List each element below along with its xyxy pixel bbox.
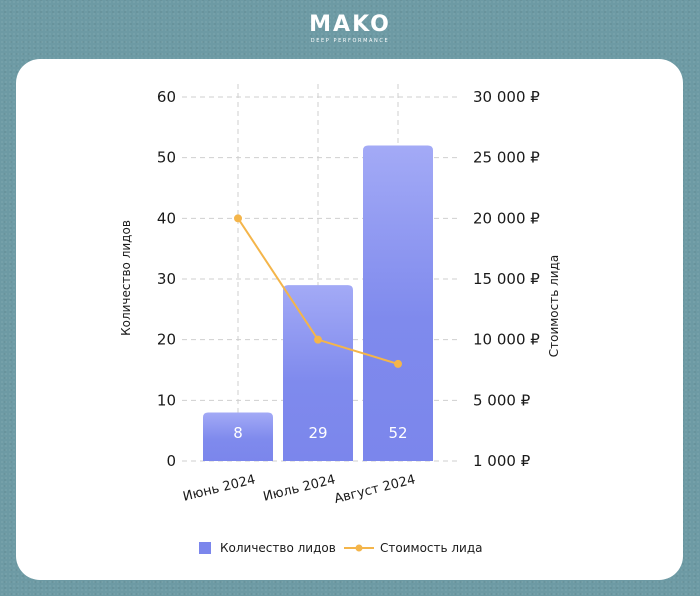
y-tick-right: 30 000 ₽ xyxy=(473,88,540,106)
x-tick-label: Июнь 2024 xyxy=(181,472,256,504)
bar xyxy=(283,285,353,461)
cost-line-point xyxy=(394,359,402,368)
legend-line-marker xyxy=(355,544,363,552)
cost-line-point xyxy=(234,214,242,223)
legend-bar-swatch xyxy=(199,542,211,554)
bar-value-label: 8 xyxy=(233,424,243,442)
cost-line xyxy=(234,214,402,368)
y-tick-right: 25 000 ₽ xyxy=(473,149,540,167)
x-tick-label: Август 2024 xyxy=(333,472,417,507)
y-axis-right-title: Стоимость лида xyxy=(547,255,561,358)
y-tick-left: 60 xyxy=(157,88,176,106)
legend-line-label: Стоимость лида xyxy=(380,541,483,555)
y-tick-left: 50 xyxy=(157,149,176,167)
y-tick-left: 20 xyxy=(157,331,176,349)
legend: Количество лидов Стоимость лида xyxy=(199,541,483,555)
bar-value-label: 52 xyxy=(388,424,407,442)
y-tick-left: 30 xyxy=(157,270,176,288)
y-axis-left-title: Количество лидов xyxy=(119,220,133,336)
brand-logo: MAKO DEEP PERFORMANCE xyxy=(0,12,700,45)
x-tick-label: Июль 2024 xyxy=(262,472,337,504)
y-tick-left: 10 xyxy=(157,391,176,409)
y-tick-right: 1 000 ₽ xyxy=(473,452,531,470)
brand-name: MAKO xyxy=(309,12,391,37)
bar xyxy=(363,145,433,462)
y-tick-right: 20 000 ₽ xyxy=(473,209,540,227)
y-tick-right: 5 000 ₽ xyxy=(473,391,531,409)
y-tick-right: 10 000 ₽ xyxy=(473,331,540,349)
bar-value-label: 29 xyxy=(308,424,327,442)
brand-tagline: DEEP PERFORMANCE xyxy=(310,38,390,44)
bars: 8 29 52 xyxy=(203,145,433,462)
y-tick-left: 0 xyxy=(166,452,176,470)
bar xyxy=(203,412,273,461)
y-tick-left: 40 xyxy=(157,209,176,227)
cost-line-point xyxy=(314,335,322,344)
y-tick-right: 15 000 ₽ xyxy=(473,270,540,288)
legend-bar-label: Количество лидов xyxy=(220,541,336,555)
